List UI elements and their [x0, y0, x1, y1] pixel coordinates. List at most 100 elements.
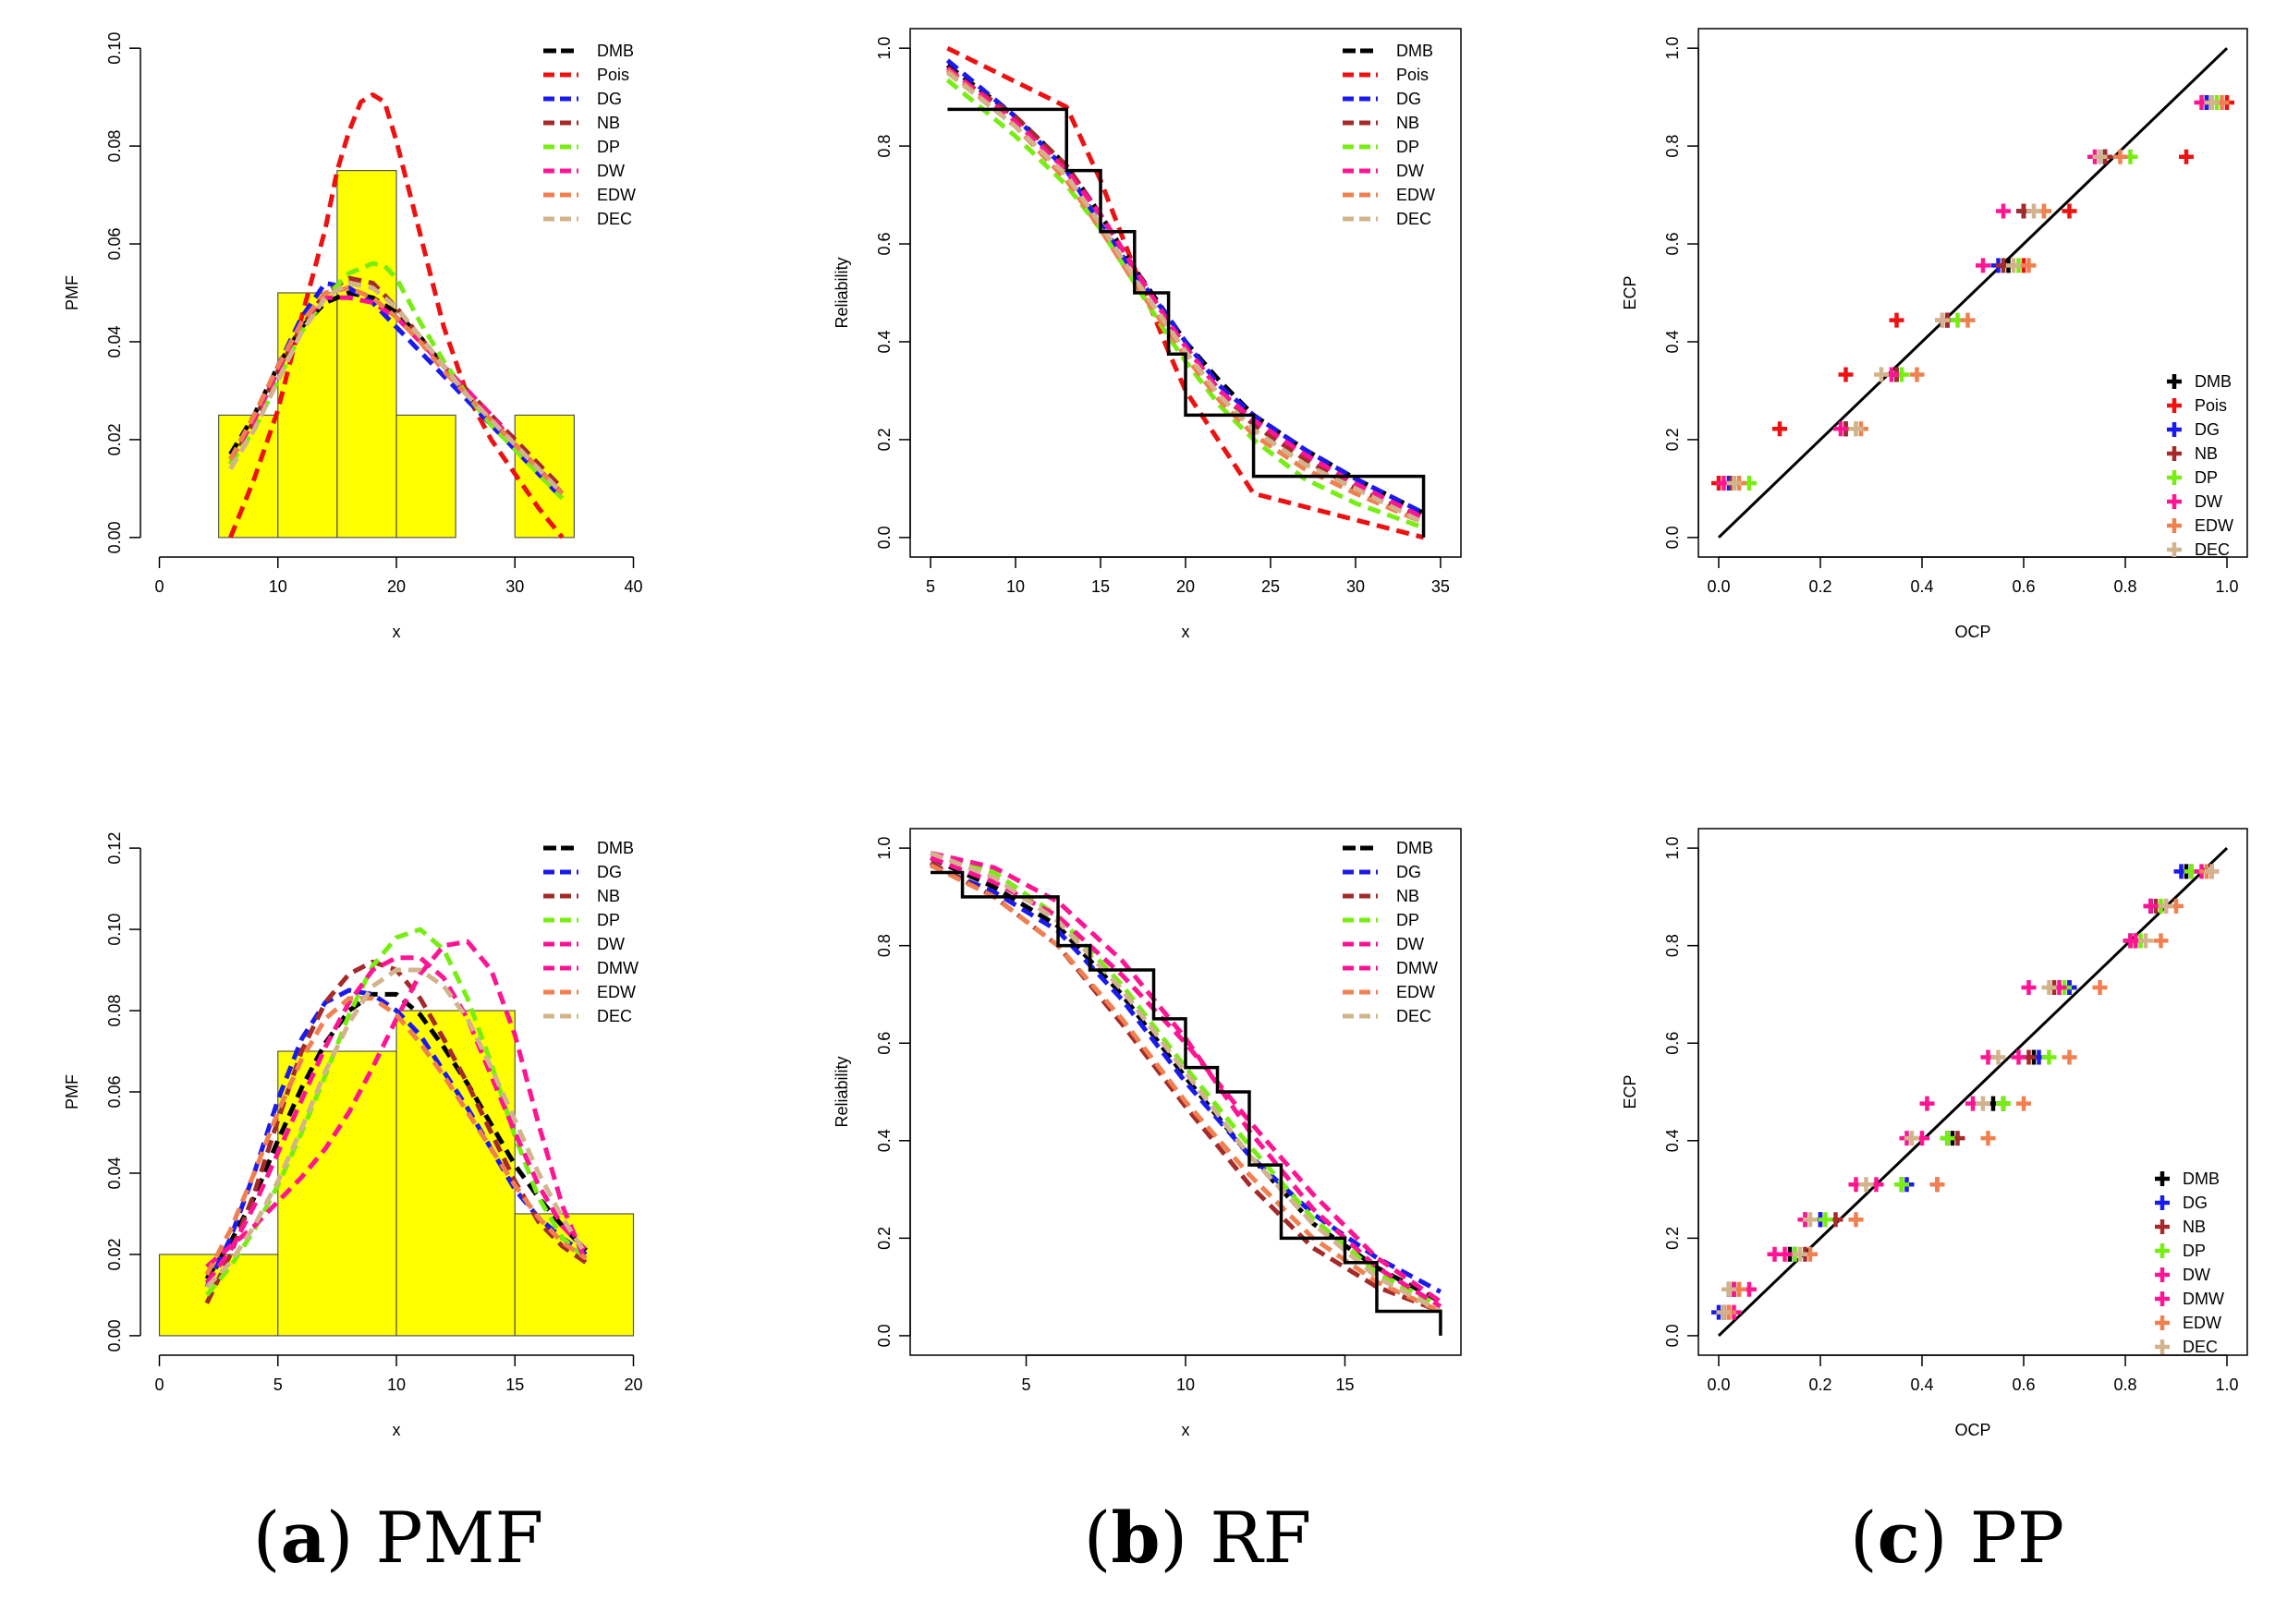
legend-label: EDW — [1396, 983, 1435, 1001]
x-axis: 5 10 15 20 25 30 35 — [926, 556, 1450, 596]
x-tick-label: 0.0 — [1707, 1376, 1730, 1394]
x-axis: 0 10 20 30 40 — [154, 556, 643, 596]
caption-letter: a — [280, 1497, 326, 1579]
empirical-step — [931, 870, 1442, 1336]
point-edw — [2062, 1049, 2077, 1065]
legend-label: DEC — [2195, 540, 2230, 559]
legend-marker — [2167, 494, 2182, 509]
x-tick-label: 0.6 — [2012, 1376, 2035, 1394]
y-tick-label: 1.0 — [875, 837, 894, 860]
x-axis-label: x — [393, 623, 401, 641]
y-tick-label: 0.4 — [875, 1129, 894, 1152]
y-tick-label: 0.08 — [105, 130, 124, 163]
point-dp — [2041, 1049, 2057, 1065]
legend-label: DMW — [1396, 959, 1438, 977]
point-dp — [1818, 1212, 1833, 1228]
legend-label: DMB — [597, 839, 634, 857]
x-tick-label: 20 — [387, 577, 406, 596]
point-dec — [1904, 1131, 1919, 1146]
point-dec — [2159, 898, 2174, 914]
legend-marker — [2155, 1291, 2170, 1306]
x-tick-label: 35 — [1431, 577, 1450, 596]
panel-pmf2: 0.00 0.02 0.04 0.06 0.08 0.10 0.12 0 5 10 15 20 x PMF… — [63, 832, 643, 1439]
legend-label: DP — [1396, 911, 1419, 929]
point-dec — [2041, 980, 2057, 996]
legend-label: DG — [1396, 863, 1421, 881]
legend-label: NB — [1396, 114, 1419, 132]
legend-label: DG — [2183, 1194, 2208, 1212]
point-pois — [1771, 421, 1787, 437]
legend-label: DP — [597, 911, 620, 929]
point-edw — [2021, 258, 2037, 273]
x-tick-label: 5 — [1022, 1376, 1031, 1394]
point-pois — [1889, 312, 1904, 328]
y-axis-label: ECP — [1621, 275, 1639, 309]
curve-edw — [945, 68, 1425, 526]
curve-dw — [945, 66, 1425, 520]
y-tick-label: 0.10 — [105, 914, 124, 946]
plot-frame — [1697, 828, 2248, 1356]
legend-label: DW — [597, 935, 625, 953]
x-tick-label: 0.8 — [2113, 577, 2136, 596]
legend-label: DMB — [597, 42, 634, 60]
x-tick-label: 0 — [154, 577, 164, 596]
pp-points — [1710, 864, 2220, 1320]
legend-marker — [2155, 1267, 2170, 1282]
x-tick-label: 10 — [387, 1376, 406, 1394]
y-tick-label: 0.6 — [875, 233, 894, 256]
legend-marker — [2167, 422, 2182, 437]
y-tick-label: 0.6 — [875, 1032, 894, 1055]
legend: DMB Pois DG NB DP DW EDW DEC — [543, 42, 636, 228]
legend-marker — [2155, 1219, 2170, 1234]
y-tick-label: 1.0 — [875, 37, 894, 60]
legend-label: NB — [2195, 444, 2218, 463]
legend-marker — [2155, 1339, 2170, 1354]
x-axis: 0 5 10 15 20 — [154, 1354, 643, 1394]
curve-nb — [228, 275, 565, 491]
plot-frame — [1697, 28, 2248, 558]
curve-dmw — [930, 855, 1442, 1304]
x-tick-label: 0 — [154, 1376, 164, 1394]
x-axis-label: OCP — [1954, 1421, 1990, 1439]
point-edw — [1960, 312, 1976, 328]
curve-nb — [929, 860, 1442, 1314]
x-tick-label: 0.4 — [1910, 577, 1933, 596]
x-tick-label: 0.4 — [1910, 1376, 1933, 1394]
legend-label: DEC — [2183, 1338, 2218, 1356]
plot-frame — [909, 828, 1462, 1356]
legend: DMB Pois DG NB DP DW EDW DEC — [1343, 42, 1435, 228]
x-tick-label: 15 — [1335, 1376, 1354, 1394]
point-edw — [1929, 1177, 1945, 1193]
y-tick-label: 0.8 — [875, 135, 894, 158]
x-tick-label: 30 — [505, 577, 524, 596]
panel-pp1: 0.0 0.2 0.4 0.6 0.8 1.0 0.0 0.2 0.4 0.6 0.8 1.0 OCP E… — [1621, 28, 2248, 641]
curve-dg — [930, 863, 1442, 1294]
y-tick-label: 0.04 — [105, 1157, 124, 1189]
curve-edw — [929, 863, 1442, 1314]
x-tick-label: 15 — [1091, 577, 1110, 596]
point-dec — [1935, 312, 1950, 328]
legend-label: NB — [597, 114, 620, 132]
point-dec — [1716, 1304, 1732, 1320]
legend: DMB DG NB DP DW DMW EDW DEC — [2155, 1170, 2224, 1356]
reliability-curves — [945, 45, 1425, 540]
y-axis-label: Reliability — [833, 257, 851, 328]
point-dec — [2204, 864, 2220, 879]
legend-label: DEC — [597, 210, 632, 228]
legend-label: Pois — [2195, 396, 2227, 415]
caption-text: PP — [1969, 1497, 2065, 1579]
point-dec — [2026, 203, 2042, 219]
y-tick-label: 1.0 — [1663, 37, 1682, 60]
legend-label: DP — [2183, 1242, 2206, 1260]
x-axis-label: x — [1182, 623, 1190, 641]
point-dec — [2006, 258, 2021, 273]
legend-marker — [2167, 446, 2182, 461]
x-axis-label: OCP — [1954, 623, 1990, 641]
legend-label: DEC — [597, 1007, 632, 1025]
legend-label: DMW — [597, 959, 639, 977]
legend-label: NB — [597, 887, 620, 905]
y-axis: 0.0 0.2 0.4 0.6 0.8 1.0 — [1663, 837, 1699, 1347]
point-dec — [1802, 1212, 1818, 1228]
x-tick-label: 1.0 — [2216, 577, 2239, 596]
